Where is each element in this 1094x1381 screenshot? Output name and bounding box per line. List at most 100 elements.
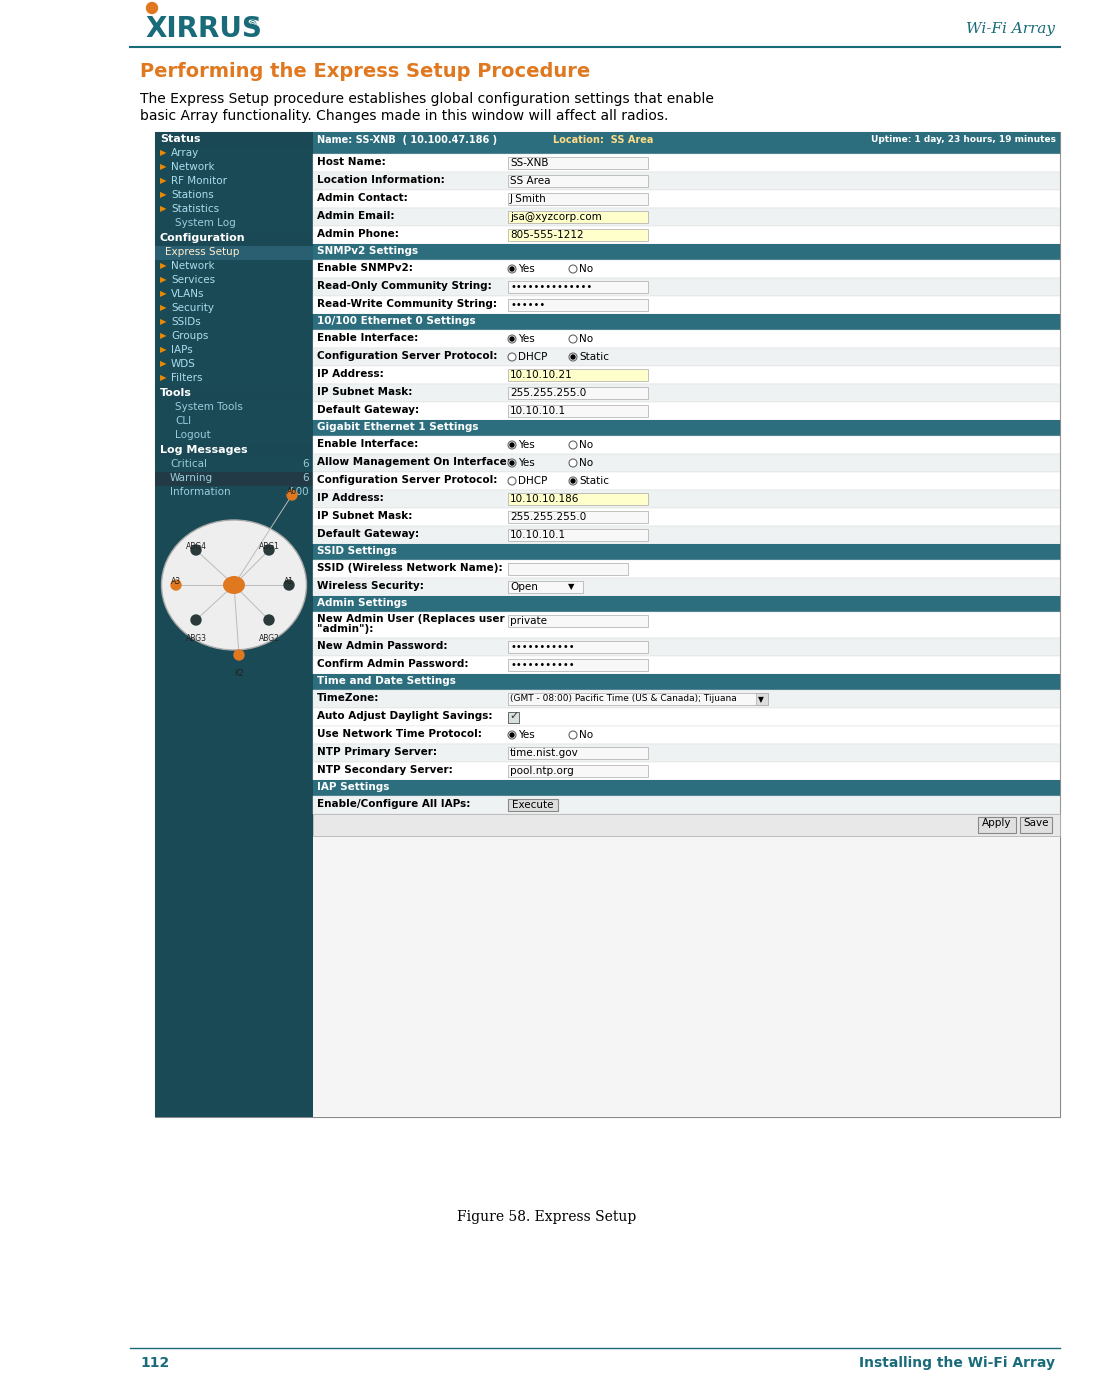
Text: SNMPv2 Settings: SNMPv2 Settings — [317, 246, 418, 255]
Text: Admin Settings: Admin Settings — [317, 598, 407, 608]
Text: ▶: ▶ — [160, 345, 166, 354]
Text: J Smith: J Smith — [510, 193, 547, 204]
Text: Admin Email:: Admin Email: — [317, 211, 395, 221]
Text: ▶: ▶ — [160, 162, 166, 171]
Text: ▶: ▶ — [160, 275, 166, 284]
Text: ▶: ▶ — [160, 331, 166, 340]
Circle shape — [508, 354, 516, 360]
Bar — [313, 226, 1060, 244]
Text: Installing the Wi-Fi Array: Installing the Wi-Fi Array — [859, 1356, 1055, 1370]
Text: Configuration Server Protocol:: Configuration Server Protocol: — [317, 351, 498, 360]
Text: No: No — [579, 334, 593, 344]
Ellipse shape — [223, 576, 245, 594]
Text: Name: SS-XNB  ( 10.100.47.186 ): Name: SS-XNB ( 10.100.47.186 ) — [317, 135, 497, 145]
Bar — [508, 193, 648, 204]
Bar — [313, 420, 1060, 436]
Bar — [1020, 818, 1052, 833]
Text: Yes: Yes — [517, 264, 535, 273]
Text: Yes: Yes — [517, 458, 535, 468]
Text: TimeZone:: TimeZone: — [317, 693, 380, 703]
Bar — [155, 189, 313, 203]
Text: SSIDs: SSIDs — [171, 318, 201, 327]
Text: ▶: ▶ — [160, 302, 166, 312]
Text: •••••••••••: ••••••••••• — [510, 642, 574, 652]
Circle shape — [510, 461, 514, 465]
Text: basic Array functionality. Changes made in this window will affect all radios.: basic Array functionality. Changes made … — [140, 109, 668, 123]
Text: Yes: Yes — [517, 441, 535, 450]
Bar — [313, 173, 1060, 191]
Bar — [313, 508, 1060, 526]
Text: Stations: Stations — [171, 191, 213, 200]
Text: A1: A1 — [284, 577, 294, 586]
Circle shape — [508, 441, 516, 449]
Text: •••••••••••: ••••••••••• — [510, 660, 574, 670]
Text: 255.255.255.0: 255.255.255.0 — [510, 388, 586, 398]
Text: Location:  SS Area: Location: SS Area — [552, 135, 653, 145]
Bar — [155, 344, 313, 358]
Text: ••••••: •••••• — [510, 300, 545, 309]
Text: SSID (Wireless Network Name):: SSID (Wireless Network Name): — [317, 563, 502, 573]
Bar — [313, 597, 1060, 612]
Bar — [313, 133, 1060, 155]
Text: Configuration: Configuration — [160, 233, 246, 243]
Bar — [313, 454, 1060, 472]
Text: pool.ntp.org: pool.ntp.org — [510, 766, 573, 776]
Bar — [155, 486, 313, 500]
Text: 6: 6 — [302, 474, 309, 483]
Bar — [313, 330, 1060, 348]
Bar — [508, 387, 648, 399]
Text: 6: 6 — [302, 458, 309, 470]
Text: Network: Network — [171, 162, 214, 173]
Bar — [155, 330, 313, 344]
Text: No: No — [579, 441, 593, 450]
Bar — [313, 708, 1060, 726]
Text: Yes: Yes — [517, 731, 535, 740]
Circle shape — [287, 490, 296, 500]
Bar — [313, 296, 1060, 313]
Circle shape — [569, 336, 577, 342]
Text: Services: Services — [171, 275, 216, 284]
Text: ▶: ▶ — [160, 373, 166, 383]
Bar — [508, 765, 648, 778]
Text: Configuration Server Protocol:: Configuration Server Protocol: — [317, 475, 498, 485]
Text: ▼: ▼ — [568, 581, 574, 591]
Bar — [313, 526, 1060, 544]
Text: IAPs: IAPs — [171, 345, 193, 355]
Text: Apply: Apply — [982, 818, 1012, 829]
Bar — [155, 246, 313, 260]
Text: New Admin User (Replaces user: New Admin User (Replaces user — [317, 615, 504, 624]
Bar — [313, 762, 1060, 780]
Bar — [155, 133, 313, 146]
Bar — [313, 155, 1060, 173]
Circle shape — [234, 650, 244, 660]
Text: Status: Status — [160, 134, 200, 144]
Bar — [313, 402, 1060, 420]
Bar — [508, 713, 519, 724]
Bar — [155, 400, 313, 416]
Bar — [155, 316, 313, 330]
Bar — [508, 229, 648, 242]
Bar — [508, 529, 648, 541]
Bar — [508, 493, 648, 505]
Text: ▶: ▶ — [160, 204, 166, 213]
Bar — [978, 818, 1016, 833]
Circle shape — [508, 458, 516, 467]
Text: Logout: Logout — [175, 429, 211, 441]
Bar — [313, 674, 1060, 690]
Text: Confirm Admin Password:: Confirm Admin Password: — [317, 659, 468, 668]
Text: Admin Contact:: Admin Contact: — [317, 193, 408, 203]
Text: NTP Primary Server:: NTP Primary Server: — [317, 747, 437, 757]
Text: The Express Setup procedure establishes global configuration settings that enabl: The Express Setup procedure establishes … — [140, 93, 714, 106]
Circle shape — [510, 337, 514, 341]
Text: 10/100 Ethernet 0 Settings: 10/100 Ethernet 0 Settings — [317, 316, 476, 326]
Text: Open: Open — [510, 581, 538, 592]
Text: Wireless Security:: Wireless Security: — [317, 581, 423, 591]
Text: Gigabit Ethernet 1 Settings: Gigabit Ethernet 1 Settings — [317, 423, 478, 432]
Text: Time and Date Settings: Time and Date Settings — [317, 677, 456, 686]
Text: 500: 500 — [290, 487, 309, 497]
Text: ✓: ✓ — [509, 711, 519, 721]
Circle shape — [508, 265, 516, 273]
Text: Enable/Configure All IAPs:: Enable/Configure All IAPs: — [317, 800, 470, 809]
Circle shape — [569, 458, 577, 467]
Bar — [155, 133, 1060, 1117]
